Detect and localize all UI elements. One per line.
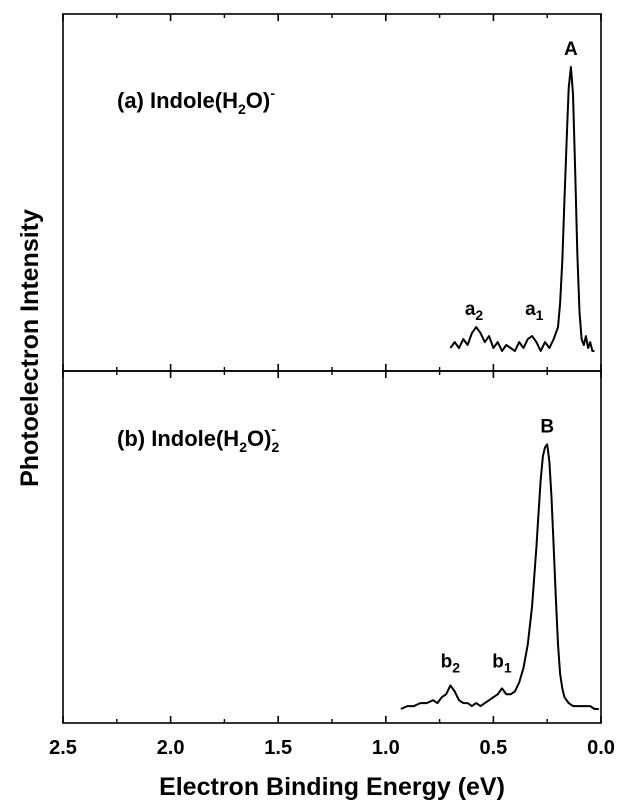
x-tick-label: 0.5 <box>479 737 507 759</box>
peak-labels: Aa1 a2 Bb1 b2 <box>441 39 578 676</box>
panel-b-frame <box>62 370 602 724</box>
peak-label: a1 <box>525 299 544 323</box>
x-axis-label: Electron Binding Energy (eV) <box>159 773 505 801</box>
peak-label: b2 <box>441 652 461 676</box>
panel-label-b: (b) Indole(H2O)2- <box>117 421 279 455</box>
spectrum-traces <box>400 66 599 710</box>
x-tick-label: 1.5 <box>264 737 292 759</box>
peak-label: B <box>540 416 554 437</box>
spectrum-line-panel-b <box>400 443 599 710</box>
axis-ticks <box>62 14 602 723</box>
spectrum-line-panel-a <box>449 66 595 352</box>
panel-labels: (a) Indole(H2O)- (b) Indole(H2O)2- <box>117 85 279 455</box>
panel-a-frame <box>62 13 602 372</box>
x-tick-label: 2.5 <box>49 737 77 759</box>
x-tick-labels: 2.5 2.0 1.5 1.0 0.5 0.0 <box>49 737 615 759</box>
peak-label: a2 <box>465 299 484 323</box>
peak-label: b1 <box>492 652 512 676</box>
x-tick-label: 0.0 <box>587 737 615 759</box>
y-axis-label: Photoelectron Intensity <box>16 209 44 487</box>
panel-label-a: (a) Indole(H2O)- <box>117 85 275 117</box>
x-tick-label: 1.0 <box>372 737 400 759</box>
x-tick-label: 2.0 <box>157 737 185 759</box>
peak-label: A <box>564 39 578 60</box>
